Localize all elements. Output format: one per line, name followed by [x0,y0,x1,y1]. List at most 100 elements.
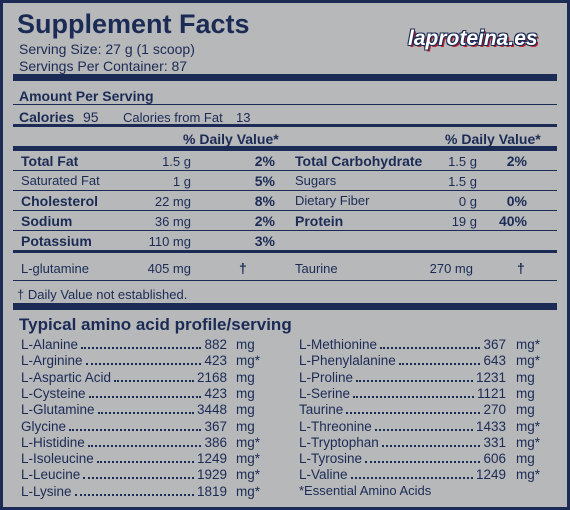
amino-amount: 423 [204,385,227,401]
divider [13,280,557,281]
amino-name: L-Leucine [21,467,81,483]
leader-dots [374,428,473,431]
amino-row: L-Threonine 1433 [299,418,506,434]
amino-unit: mg* [516,418,541,434]
leader-dots [87,444,202,447]
amino-name: L-Lysine [21,483,72,499]
amino-unit: mg [236,337,255,352]
amino-amount: 1249 [475,467,506,483]
nutrient-amount: 1.5 g [448,174,477,189]
nutrient-amount: 110 mg [148,234,191,249]
leader-dots [85,363,202,366]
nutrient-dv: 3% [254,233,275,249]
amino-name: L-Threonine [299,418,372,434]
nutrient-name: Potassium [21,233,92,249]
amino-name: L-Methionine [299,337,378,352]
leader-dots [381,444,481,447]
amino-amount: 367 [204,418,227,434]
amino-name: Taurine [299,402,344,418]
ingredient-dv: † [239,260,247,276]
amino-row: L-Valine 1249 [299,468,506,482]
nutrient-name: Saturated Fat [21,173,100,188]
amino-unit: mg [236,402,255,418]
amino-name: L-Phenylalanine [299,353,396,369]
amino-name: L-Glutamine [21,402,95,418]
nutrient-amount: 0 g [458,194,477,209]
amino-unit: mg [236,385,255,401]
ingredient-name: Taurine [295,261,338,276]
leader-dots [74,493,194,496]
amino-unit: mg* [516,434,541,450]
divider [13,74,557,81]
amino-unit: mg* [236,434,261,450]
amino-amount: 882 [204,337,227,352]
divider [13,146,557,151]
nutrient-dv: 8% [254,193,275,209]
amino-unit: mg [516,402,535,418]
amino-row: L-Phenylalanine 643 [299,354,506,368]
amino-name: L-Aspartic Acid [21,369,112,385]
nutrient-name: Cholesterol [21,193,99,209]
nutrient-amount: 22 mg [154,194,191,209]
nutrient-amount: 1.5 g [162,154,191,169]
amino-name: L-Proline [299,369,354,385]
leader-dots [96,461,194,464]
nutrient-name: Dietary Fiber [295,193,370,208]
ingredient-amount: 405 mg [147,261,191,276]
ingredient-name: L-glutamine [21,261,89,276]
title: Supplement Facts [17,9,250,39]
leader-dots [380,347,481,349]
calories-fat-label: Calories from Fat [123,110,223,125]
nutrient-amount: 19 g [451,214,477,229]
amount-per-serving: Amount Per Serving [19,88,154,104]
amino-title: Typical amino acid profile/serving [19,315,292,334]
amino-amount: 1819 [196,483,227,499]
dv-header: % Daily Value* [183,131,279,147]
amino-row: L-Arginine 423 [21,354,227,368]
nutrient-dv: 2% [254,153,275,169]
ingredient-amount: 270 mg [429,261,473,276]
amino-row: L-Tyrosine 606 [299,452,506,466]
amino-unit: mg [516,451,535,467]
amino-amount: 1249 [196,451,227,467]
amino-unit: mg [236,418,255,434]
ingredient-dv: † [517,260,525,276]
divider [13,303,557,310]
amino-row: L-Proline 1231 [299,371,506,385]
amino-row: L-Alanine 882 [21,338,227,352]
amino-unit: mg [516,385,535,401]
leader-dots [365,461,481,464]
amino-row: L-Cysteine 423 [21,387,227,401]
amino-row: L-Tryptophan 331 [299,436,506,450]
divider [13,104,557,105]
amino-unit: mg* [516,337,541,352]
dv-header: % Daily Value* [445,131,541,147]
calories-label: Calories [19,109,75,125]
leader-dots [88,395,202,398]
amino-name: L-Valine [299,467,348,483]
amino-name: L-Histidine [21,434,85,450]
amino-row: L-Isoleucine 1249 [21,452,227,466]
leader-dots [83,477,194,480]
amino-amount: 1929 [196,467,227,483]
amino-amount: 386 [204,434,227,450]
leader-dots [356,379,473,382]
amino-row: L-Glutamine 3448 [21,403,227,417]
amino-row: Glycine 367 [21,418,227,434]
amino-amount: 643 [483,353,506,369]
nutrient-dv: 5% [254,173,275,189]
amino-unit: mg* [236,451,261,467]
amino-amount: 606 [483,451,506,467]
amino-name: L-Cysteine [21,385,86,401]
nutrient-amount: 1 g [172,174,191,189]
calories-fat-value: 13 [236,110,251,125]
nutrient-amount: 1.5 g [448,154,477,169]
row-divider [13,170,557,171]
leader-dots [346,412,481,415]
amino-amount: 1121 [476,385,506,401]
leader-dots [114,379,194,382]
amino-row: L-Histidine 386 [21,436,227,450]
leader-dots [69,428,202,431]
row-divider [13,210,557,211]
amino-amount: 270 [483,402,506,418]
